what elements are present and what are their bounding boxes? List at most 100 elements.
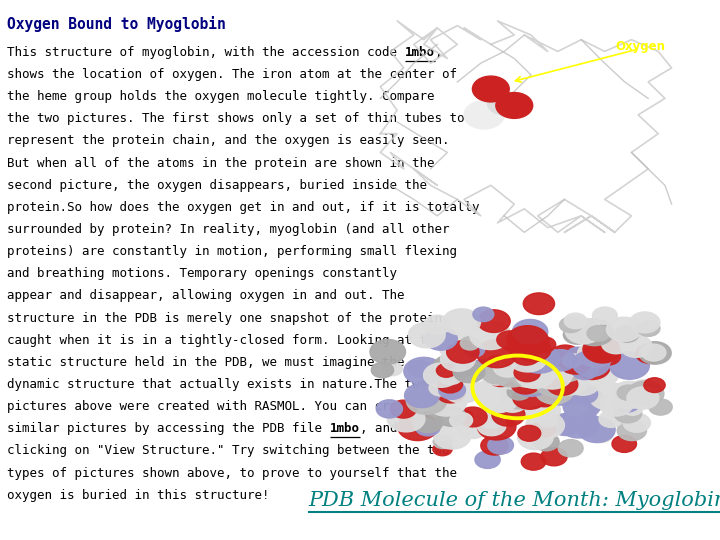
- Circle shape: [590, 427, 613, 443]
- Circle shape: [500, 382, 539, 409]
- Circle shape: [589, 382, 629, 410]
- Circle shape: [491, 359, 532, 387]
- Circle shape: [623, 413, 650, 433]
- Circle shape: [531, 421, 555, 437]
- Text: PDB Molecule of the Month: Myoglobin: PDB Molecule of the Month: Myoglobin: [309, 491, 720, 510]
- Circle shape: [636, 344, 664, 363]
- Text: appear and disappear, allowing oxygen in and out. The: appear and disappear, allowing oxygen in…: [7, 289, 405, 302]
- Circle shape: [511, 369, 551, 396]
- Circle shape: [642, 344, 666, 361]
- Circle shape: [546, 352, 584, 378]
- Circle shape: [446, 341, 479, 363]
- Text: Oxygen Bound to Myoglobin: Oxygen Bound to Myoglobin: [7, 16, 226, 32]
- Circle shape: [512, 367, 549, 393]
- Circle shape: [436, 383, 465, 403]
- Circle shape: [567, 347, 589, 362]
- Circle shape: [513, 368, 547, 392]
- Text: and breathing motions. Temporary openings constantly: and breathing motions. Temporary opening…: [7, 267, 397, 280]
- Circle shape: [408, 360, 431, 377]
- Circle shape: [546, 374, 578, 395]
- Circle shape: [542, 377, 582, 405]
- Text: clicking on "View Structure." Try switching between the two: clicking on "View Structure." Try switch…: [7, 444, 450, 457]
- Circle shape: [481, 436, 508, 455]
- Circle shape: [518, 426, 541, 441]
- Circle shape: [612, 435, 636, 453]
- Circle shape: [406, 386, 447, 414]
- Text: surrounded by protein? In reality, myoglobin (and all other: surrounded by protein? In reality, myogl…: [7, 223, 450, 236]
- Circle shape: [480, 378, 503, 394]
- Circle shape: [523, 293, 554, 315]
- Circle shape: [453, 361, 485, 383]
- Circle shape: [535, 377, 574, 404]
- Circle shape: [443, 376, 482, 403]
- Text: dynamic structure that actually exists in nature.The two: dynamic structure that actually exists i…: [7, 378, 427, 391]
- Circle shape: [521, 370, 541, 385]
- Circle shape: [534, 337, 556, 352]
- Circle shape: [617, 420, 647, 441]
- Circle shape: [565, 318, 602, 343]
- Circle shape: [460, 337, 480, 350]
- Circle shape: [550, 414, 581, 436]
- Circle shape: [438, 375, 462, 393]
- Circle shape: [525, 398, 560, 423]
- Circle shape: [405, 383, 439, 408]
- Circle shape: [520, 366, 552, 389]
- Circle shape: [478, 383, 520, 412]
- Circle shape: [526, 365, 555, 386]
- Circle shape: [433, 442, 452, 456]
- Circle shape: [570, 384, 598, 404]
- Circle shape: [524, 346, 547, 361]
- Circle shape: [438, 368, 463, 384]
- Circle shape: [596, 369, 618, 384]
- Circle shape: [496, 92, 533, 118]
- Circle shape: [516, 357, 537, 372]
- Circle shape: [575, 355, 610, 380]
- Circle shape: [377, 400, 402, 418]
- Circle shape: [610, 352, 649, 379]
- Circle shape: [387, 406, 425, 432]
- Circle shape: [602, 334, 631, 354]
- Circle shape: [436, 406, 466, 426]
- Circle shape: [517, 347, 546, 368]
- Circle shape: [502, 335, 525, 351]
- Circle shape: [518, 371, 539, 386]
- Circle shape: [531, 361, 572, 389]
- Text: protein.So how does the oxygen get in and out, if it is totally: protein.So how does the oxygen get in an…: [7, 201, 480, 214]
- Circle shape: [488, 436, 513, 454]
- Text: static structure held in the PDB, we must imagine the: static structure held in the PDB, we mus…: [7, 356, 405, 369]
- Text: second picture, the oxygen disappears, buried inside the: second picture, the oxygen disappears, b…: [7, 179, 427, 192]
- Circle shape: [458, 418, 487, 438]
- Circle shape: [372, 362, 394, 378]
- Circle shape: [520, 368, 544, 385]
- Circle shape: [459, 361, 487, 379]
- Circle shape: [518, 425, 553, 450]
- Circle shape: [527, 350, 567, 379]
- Circle shape: [620, 335, 652, 357]
- Circle shape: [487, 368, 515, 387]
- Circle shape: [513, 340, 536, 355]
- Circle shape: [587, 326, 609, 341]
- Circle shape: [472, 381, 505, 404]
- Circle shape: [516, 352, 535, 365]
- Circle shape: [511, 374, 540, 394]
- Circle shape: [513, 386, 546, 409]
- Circle shape: [599, 393, 633, 416]
- Circle shape: [514, 382, 535, 397]
- Text: similar pictures by accessing the PDB file: similar pictures by accessing the PDB fi…: [7, 422, 330, 435]
- Circle shape: [469, 321, 511, 349]
- Circle shape: [578, 417, 615, 443]
- Circle shape: [617, 385, 639, 400]
- Circle shape: [397, 413, 438, 441]
- Circle shape: [487, 91, 521, 115]
- Circle shape: [546, 349, 576, 371]
- Circle shape: [433, 423, 471, 449]
- Circle shape: [541, 448, 567, 466]
- Text: Oxygen: Oxygen: [615, 40, 665, 53]
- Circle shape: [438, 381, 466, 400]
- Circle shape: [627, 387, 659, 409]
- Circle shape: [383, 362, 402, 376]
- Circle shape: [557, 364, 582, 381]
- Text: 1mbo: 1mbo: [330, 422, 360, 435]
- Circle shape: [622, 401, 643, 415]
- Circle shape: [433, 435, 453, 449]
